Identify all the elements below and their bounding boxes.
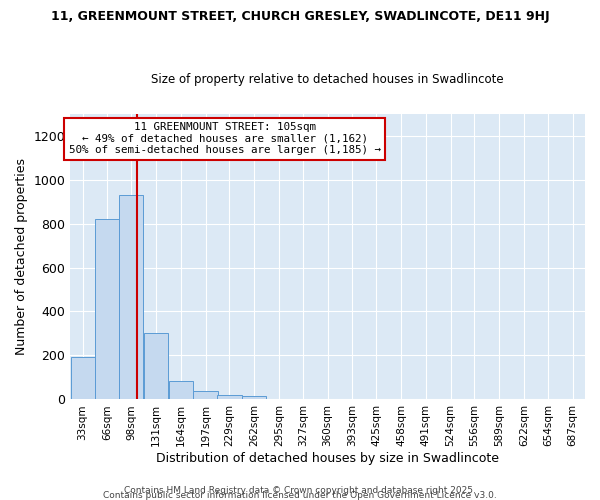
Bar (119, 195, 143, 400)
Text: 11 GREENMOUNT STREET: 105sqm
← 49% of detached houses are smaller (1,162)
50% of: 11 GREENMOUNT STREET: 105sqm ← 49% of de… (69, 122, 381, 156)
X-axis label: Distribution of detached houses by size in Swadlincote: Distribution of detached houses by size … (156, 452, 499, 465)
Text: 11, GREENMOUNT STREET, CHURCH GRESLEY, SWADLINCOTE, DE11 9HJ: 11, GREENMOUNT STREET, CHURCH GRESLEY, S… (50, 10, 550, 23)
Bar (169, 381, 193, 400)
Bar (242, 396, 266, 400)
Bar (95, 219, 119, 400)
Y-axis label: Number of detached properties: Number of detached properties (15, 158, 28, 355)
Title: Size of property relative to detached houses in Swadlincote: Size of property relative to detached ho… (151, 73, 504, 86)
Text: Contains public sector information licensed under the Open Government Licence v3: Contains public sector information licen… (103, 490, 497, 500)
Text: Contains HM Land Registry data © Crown copyright and database right 2025.: Contains HM Land Registry data © Crown c… (124, 486, 476, 495)
Bar (217, 395, 242, 400)
Bar (193, 390, 218, 400)
Bar (144, 334, 168, 400)
Bar (71, 356, 95, 400)
